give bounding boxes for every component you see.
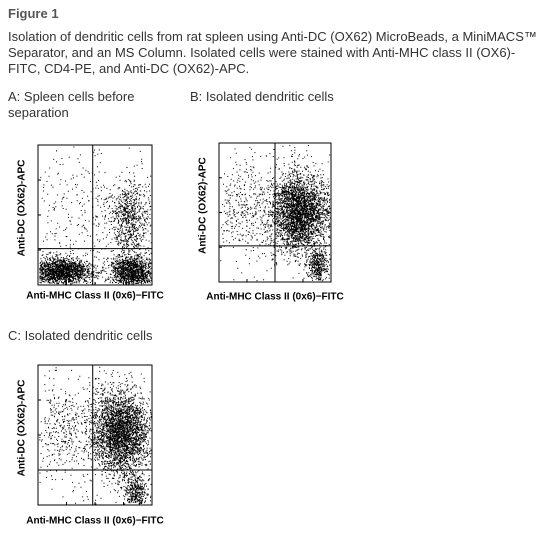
cell-dots (39, 146, 152, 285)
y-axis-label: Anti-DC (OX62)-APC (17, 380, 28, 477)
x-axis-label: Anti-MHC Class II (0x6)−FITC (26, 516, 164, 527)
x-axis-label: Anti-MHC Class II (0x6)−FITC (206, 292, 344, 303)
cell-dots (39, 366, 152, 505)
dot-plot: Anti-MHC Class II (0x6)−FITC Anti-DC (OX6… (198, 142, 344, 303)
dot-plot: Anti-MHC Class II (0x6)−FITC Anti-DC (OX6… (17, 364, 164, 527)
y-axis-label: Anti-DC (OX62)-APC (198, 157, 209, 254)
panel-label: A: Spleen cells before separation (8, 89, 135, 120)
panel-label: C: Isolated dendritic cells (8, 328, 153, 343)
caption: Isolation of dendritic cells from rat sp… (8, 29, 537, 76)
y-axis-label: Anti-DC (OX62)-APC (17, 160, 28, 257)
cell-dots (220, 145, 331, 282)
dot-plot: Anti-MHC Class II (0x6)−FITC Anti-DC (OX6… (17, 144, 164, 302)
panel-label: B: Isolated dendritic cells (190, 89, 334, 104)
x-axis-label: Anti-MHC Class II (0x6)−FITC (26, 291, 164, 302)
figure-title: Figure 1 (8, 6, 59, 21)
